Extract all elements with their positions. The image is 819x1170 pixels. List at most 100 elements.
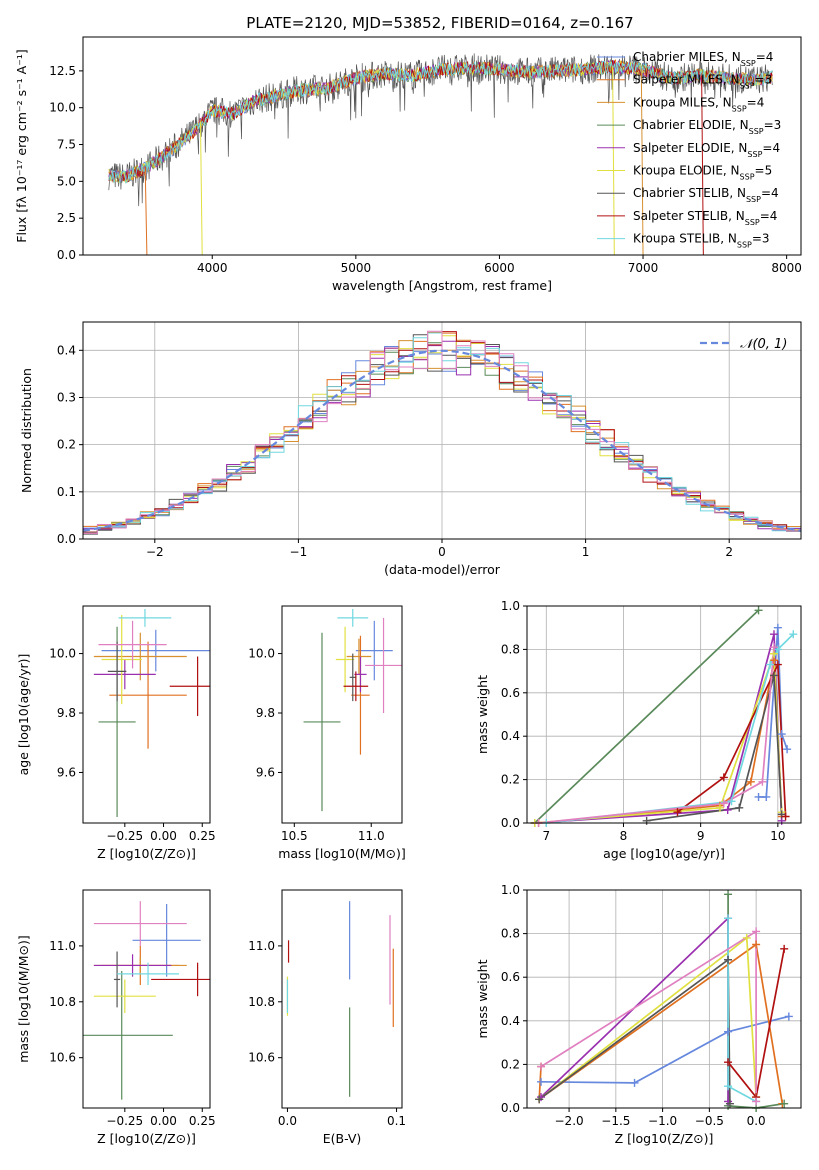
- weight-marker: [725, 1099, 734, 1108]
- y-tick-label: 0.0: [501, 1101, 520, 1115]
- weight-marker: [723, 805, 732, 814]
- figure-title: PLATE=2120, MJD=53852, FIBERID=0164, z=0…: [246, 14, 633, 32]
- y-tick-label: 0.8: [501, 642, 520, 656]
- y-tick-label: 0.0: [501, 816, 520, 830]
- weight-marker: [780, 1099, 789, 1108]
- panel-spectrum: 4000 5000 6000 7000 8000 0.0 2.5 5.0 7.5 10.0 12.5…: [14, 36, 802, 293]
- x-tick-label: −0.25: [106, 829, 143, 843]
- weight-marker: [762, 792, 771, 801]
- y-tick-label: 0.6: [501, 970, 520, 984]
- y-tick-label: 2.5: [57, 211, 76, 225]
- weight-line: [546, 633, 794, 823]
- x-axis-label: Z [log10(Z/Z⊙)]: [97, 1131, 196, 1146]
- y-tick-label: 10.6: [49, 1051, 76, 1065]
- weight-line: [534, 633, 783, 823]
- panel-mass_weight_vs_age: 7 8 9 10 0.0 0.2 0.4 0.6 0.8 1.0 age [log10(age/yr…: [475, 599, 802, 861]
- y-tick-label: 0.2: [57, 438, 76, 452]
- panel-age_vs_Z: −0.25 0.00 0.25 9.6 9.8 10.0 Z [log10(Z/Z⊙)] ag…: [16, 605, 216, 861]
- x-tick-label: 0.00: [150, 1114, 177, 1128]
- weight-marker: [537, 1062, 546, 1071]
- x-tick-label: −1.5: [601, 1114, 630, 1128]
- weight-line: [540, 1015, 790, 1084]
- x-tick-label: 0: [438, 545, 446, 559]
- x-tick-label: 0.0: [278, 1114, 297, 1128]
- weight-marker: [719, 799, 728, 808]
- spectrum-dropout: [701, 75, 704, 255]
- x-tick-label: 7000: [628, 261, 659, 275]
- y-tick-label: 0.3: [57, 390, 76, 404]
- y-axis-label: Normed distribution: [19, 368, 34, 493]
- y-axis-label: age [log10(age/yr)]: [16, 654, 31, 776]
- axes-frame: [82, 36, 802, 256]
- x-tick-label: 10.5: [281, 829, 308, 843]
- weight-marker: [754, 792, 763, 801]
- plot-area: [108, 53, 773, 255]
- x-tick-label: 10: [770, 829, 785, 843]
- y-axis-label: mass weight: [475, 959, 490, 1038]
- weight-marker: [769, 630, 778, 639]
- x-axis-label: mass [log10(M/M⊙)]: [278, 846, 406, 861]
- x-tick-label: 0.1: [387, 1114, 406, 1128]
- weight-marker: [735, 803, 744, 812]
- y-tick-label: 7.5: [57, 138, 76, 152]
- panel-mass_vs_ebv: 0.0 0.1 10.6 10.8 11.0 E(B-V): [248, 889, 406, 1146]
- weight-marker: [742, 933, 751, 942]
- x-tick-label: 2: [725, 545, 733, 559]
- x-tick-label: 5000: [341, 261, 372, 275]
- weight-line: [538, 647, 775, 823]
- y-tick-label: 9.8: [57, 706, 76, 720]
- spectrum-dropout: [144, 166, 148, 255]
- x-tick-label: −1: [290, 545, 308, 559]
- spectrum-dropout: [612, 66, 615, 255]
- y-axis-label: mass weight: [475, 675, 490, 754]
- y-axis-label: Flux [fλ 10⁻¹⁷ erg cm⁻² s⁻¹ A⁻¹]: [14, 49, 29, 242]
- y-tick-label: 10.0: [49, 101, 76, 115]
- x-tick-label: 0.25: [189, 829, 216, 843]
- y-tick-label: 0.8: [501, 927, 520, 941]
- axes-frame: [281, 605, 403, 824]
- x-tick-label: −0.25: [106, 1114, 143, 1128]
- weight-marker: [724, 1082, 733, 1091]
- panel-residuals: −2 −1 0 1 2 0.0 0.1 0.2 0.3 0.4 (data-model)/error…: [19, 321, 802, 577]
- weight-line: [676, 664, 787, 817]
- weight-marker: [789, 630, 798, 639]
- x-tick-label: 1: [582, 545, 590, 559]
- y-tick-label: 10.0: [49, 647, 76, 661]
- y-tick-label: 1.0: [501, 599, 520, 613]
- legend-label: Chabrier ELODIE, NSSP=3: [633, 118, 781, 136]
- weight-marker: [719, 773, 728, 782]
- weight-marker: [766, 660, 775, 669]
- y-tick-label: 11.0: [248, 939, 275, 953]
- legend-label: Chabrier STELIB, NSSP=4: [633, 186, 779, 204]
- weight-marker: [630, 1078, 639, 1087]
- weight-line: [538, 943, 784, 1104]
- weight-marker: [727, 797, 736, 806]
- y-tick-label: 0.1: [57, 485, 76, 499]
- weight-marker: [777, 730, 786, 739]
- x-tick-label: 0.25: [189, 1114, 216, 1128]
- x-tick-label: −2: [146, 545, 164, 559]
- weight-line: [534, 609, 760, 823]
- x-tick-label: 11.0: [358, 829, 385, 843]
- panel-age_vs_mass: 10.5 11.0 9.6 9.8 10.0 mass [log10(M/M⊙)]: [248, 605, 406, 861]
- y-tick-label: 0.0: [57, 248, 76, 262]
- x-tick-label: −0.5: [695, 1114, 724, 1128]
- y-tick-label: 10.8: [248, 995, 275, 1009]
- weight-marker: [784, 1012, 793, 1021]
- legend-label: Kroupa MILES, NSSP=4: [633, 95, 764, 113]
- weight-marker: [783, 745, 792, 754]
- y-tick-label: 1.0: [501, 883, 520, 897]
- y-tick-label: 10.6: [248, 1051, 275, 1065]
- legend-label: Salpeter MILES, NSSP=3: [633, 73, 772, 91]
- normal-curve: [83, 349, 801, 532]
- weight-marker: [642, 816, 651, 825]
- subplots: 4000 5000 6000 7000 80000.02.55.07.510.012.5…: [14, 36, 802, 1146]
- weight-marker: [724, 914, 733, 923]
- plot-area: [303, 608, 402, 812]
- weight-marker: [769, 671, 778, 680]
- y-tick-label: 0.4: [501, 729, 520, 743]
- y-tick-label: 0.2: [501, 773, 520, 787]
- weight-line: [534, 653, 783, 823]
- weight-marker: [780, 944, 789, 953]
- y-tick-label: 9.8: [256, 706, 275, 720]
